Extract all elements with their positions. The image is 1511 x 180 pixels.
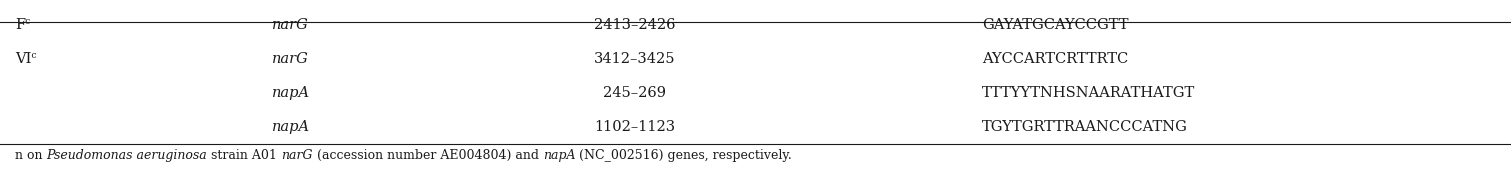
Text: napA: napA [542,149,576,162]
Text: strain A01: strain A01 [207,149,281,162]
Text: Fᶜ: Fᶜ [15,18,30,32]
Text: TTTYYTNHSNAARATHATGT: TTTYYTNHSNAARATHATGT [982,86,1195,100]
Text: Pseudomonas aeruginosa: Pseudomonas aeruginosa [47,149,207,162]
Text: VIᶜ: VIᶜ [15,52,36,66]
Text: narG: narG [272,18,308,32]
Text: napA: napA [272,120,310,134]
Text: napA: napA [272,86,310,100]
Text: n on: n on [15,149,47,162]
Text: narG: narG [281,149,313,162]
Text: 3412–3425: 3412–3425 [594,52,675,66]
Text: narG: narG [272,52,308,66]
Text: TGYTGRTTRAANCCCATNG: TGYTGRTTRAANCCCATNG [982,120,1188,134]
Text: GAYATGCAYCCGTT: GAYATGCAYCCGTT [982,18,1129,32]
Text: 245–269: 245–269 [603,86,666,100]
Text: (NC_002516) genes, respectively.: (NC_002516) genes, respectively. [576,149,792,162]
Text: 1102–1123: 1102–1123 [594,120,675,134]
Text: AYCCARTCRTTRTC: AYCCARTCRTTRTC [982,52,1129,66]
Text: 2413–2426: 2413–2426 [594,18,675,32]
Text: (accession number AE004804) and: (accession number AE004804) and [313,149,542,162]
